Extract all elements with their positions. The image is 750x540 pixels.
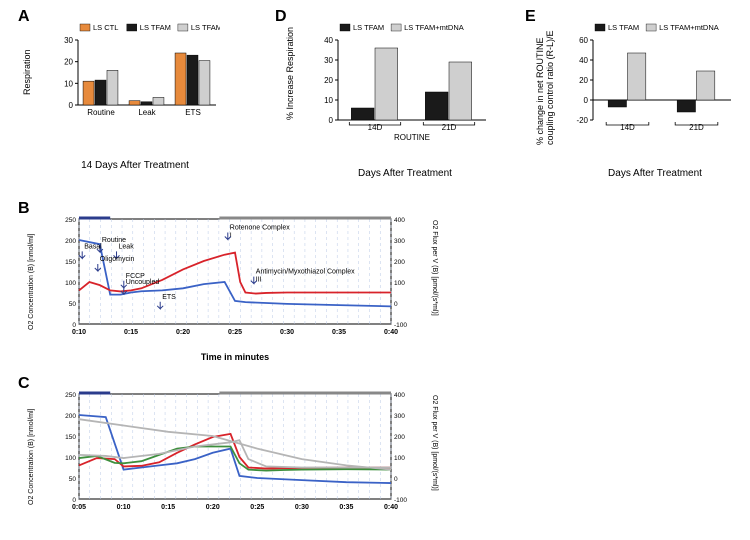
panel-d-ylabel: % Increase Respiration (285, 27, 295, 120)
svg-text:50: 50 (69, 476, 77, 483)
svg-text:0:25: 0:25 (228, 329, 242, 336)
svg-text:0:05: 0:05 (72, 504, 86, 511)
svg-text:200: 200 (394, 259, 405, 266)
panel-label-b: B (18, 200, 30, 218)
svg-text:20: 20 (64, 58, 73, 67)
svg-text:LS TFAM+mtDNA: LS TFAM+mtDNA (659, 23, 719, 32)
panel-d-xlabel2: Days After Treatment (320, 168, 490, 179)
svg-text:LS TFAM+mtDNA: LS TFAM+mtDNA (191, 23, 220, 32)
panel-label-c: C (18, 375, 30, 393)
svg-text:0: 0 (329, 116, 334, 125)
svg-text:ROUTINE: ROUTINE (394, 133, 430, 142)
svg-text:300: 300 (394, 413, 405, 420)
svg-text:0: 0 (394, 476, 398, 483)
svg-text:Leak: Leak (119, 243, 135, 250)
svg-text:0:40: 0:40 (384, 329, 398, 336)
svg-text:III: III (256, 277, 262, 284)
svg-text:Leak: Leak (138, 108, 156, 117)
panel-b-ylabel-right: O2 Flux per V (B) [pmol/(s*ml)] (431, 220, 438, 316)
svg-text:10: 10 (64, 79, 73, 88)
svg-text:Basal: Basal (84, 243, 102, 250)
svg-text:0:30: 0:30 (295, 504, 309, 511)
svg-text:14D: 14D (620, 123, 635, 132)
svg-text:LS CTL: LS CTL (93, 23, 118, 32)
svg-text:60: 60 (579, 36, 588, 45)
svg-text:0: 0 (584, 96, 589, 105)
svg-text:150: 150 (65, 259, 76, 266)
panel-d-chart: 0 10 20 30 40 14D 21D LS TFAM LS TFAM+mtDNA ROUTI… (310, 22, 490, 142)
svg-text:100: 100 (394, 455, 405, 462)
svg-text:0:35: 0:35 (332, 329, 346, 336)
svg-text:30: 30 (64, 36, 73, 45)
panel-label-a: A (18, 8, 30, 26)
svg-text:Rotenone Complex: Rotenone Complex (230, 225, 290, 232)
panel-label-e: E (525, 8, 536, 26)
svg-text:0: 0 (72, 497, 76, 504)
panel-c-ylabel-right: O2 Flux per V (B) [pmol/(s*ml)] (431, 395, 438, 491)
svg-text:0:25: 0:25 (250, 504, 264, 511)
panel-c-ylabel-left: O2 Concentration (B) [nmol/ml] (28, 409, 35, 505)
panel-b-xlabel: Time in minutes (160, 352, 310, 362)
svg-text:0:10: 0:10 (72, 329, 86, 336)
panel-b-ylabel-left: O2 Concentration (B) [nmol/ml] (28, 234, 35, 330)
panel-b-chart: 0 50 100 150 200 250 -100 0 100 200 300 400 0:10 0:15… (55, 215, 415, 340)
svg-text:400: 400 (394, 217, 405, 224)
panel-e-ylabel: % change in net ROUTINE coupling control… (535, 30, 555, 145)
panel-label-d: D (275, 8, 287, 26)
svg-text:0:10: 0:10 (117, 504, 131, 511)
svg-text:14D: 14D (368, 123, 383, 132)
svg-text:0:40: 0:40 (384, 504, 398, 511)
svg-text:-100: -100 (394, 322, 407, 329)
svg-text:20: 20 (324, 76, 333, 85)
svg-text:0: 0 (394, 301, 398, 308)
svg-text:0:15: 0:15 (161, 504, 175, 511)
svg-text:150: 150 (65, 434, 76, 441)
svg-text:21D: 21D (442, 123, 457, 132)
svg-text:200: 200 (65, 238, 76, 245)
svg-text:LS TFAM+mtDNA: LS TFAM+mtDNA (404, 23, 464, 32)
panel-a-title: 14 Days After Treatment (45, 160, 225, 171)
svg-text:21D: 21D (689, 123, 704, 132)
svg-text:Antimycin/Myxothiazol Complex: Antimycin/Myxothiazol Complex (256, 269, 355, 276)
panel-e-chart: -20 0 20 40 60 14D 21D LS TFAM LS TFAM+mtDNA (565, 22, 735, 142)
svg-text:-20: -20 (576, 116, 588, 125)
svg-text:Oligomycin: Oligomycin (100, 256, 135, 263)
svg-text:0:15: 0:15 (124, 329, 138, 336)
panel-a-chart: 0 10 20 30 Routine Leak ETS LS CTL LS TFAM LS TFA… (50, 22, 220, 127)
svg-text:50: 50 (69, 301, 77, 308)
svg-text:0:20: 0:20 (206, 504, 220, 511)
svg-text:Uncoupled: Uncoupled (126, 279, 160, 286)
svg-text:200: 200 (65, 413, 76, 420)
svg-text:Routine: Routine (87, 108, 115, 117)
svg-text:100: 100 (65, 455, 76, 462)
svg-text:ETS: ETS (185, 108, 201, 117)
svg-text:0:30: 0:30 (280, 329, 294, 336)
svg-text:-100: -100 (394, 497, 407, 504)
svg-text:LS TFAM: LS TFAM (140, 23, 171, 32)
svg-text:0: 0 (69, 101, 74, 110)
panel-a-ylabel: Respiration (22, 49, 32, 95)
svg-text:LS TFAM: LS TFAM (353, 23, 384, 32)
svg-text:0:20: 0:20 (176, 329, 190, 336)
svg-text:20: 20 (579, 76, 588, 85)
svg-text:400: 400 (394, 392, 405, 399)
panel-e-xlabel: Days After Treatment (570, 168, 740, 179)
svg-text:0:35: 0:35 (339, 504, 353, 511)
svg-text:40: 40 (579, 56, 588, 65)
svg-text:100: 100 (394, 280, 405, 287)
svg-text:200: 200 (394, 434, 405, 441)
svg-text:I: I (230, 233, 232, 240)
svg-text:300: 300 (394, 238, 405, 245)
svg-text:10: 10 (324, 96, 333, 105)
svg-text:30: 30 (324, 56, 333, 65)
svg-text:250: 250 (65, 392, 76, 399)
svg-text:100: 100 (65, 280, 76, 287)
panel-c-chart: 0 50 100 150 200 250 -100 0 100 200 300 400 0:05 0:10… (55, 390, 415, 515)
svg-text:0: 0 (72, 322, 76, 329)
svg-text:ETS: ETS (162, 294, 176, 301)
svg-text:40: 40 (324, 36, 333, 45)
svg-text:250: 250 (65, 217, 76, 224)
svg-text:LS TFAM: LS TFAM (608, 23, 639, 32)
